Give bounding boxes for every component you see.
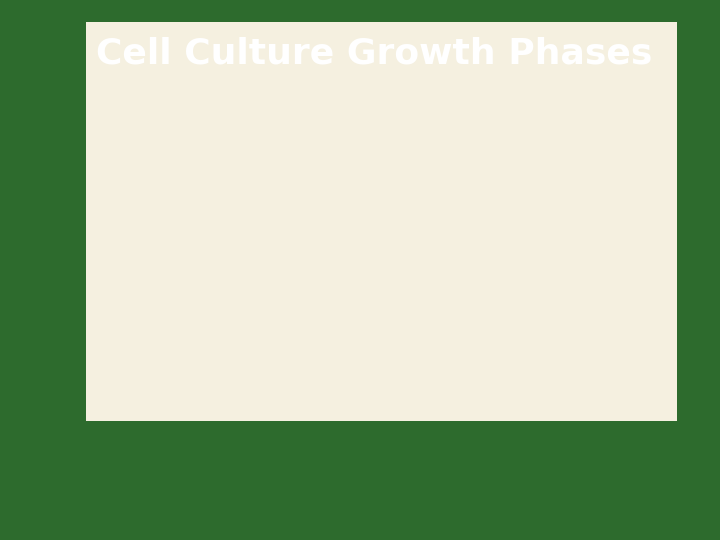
X-axis label: Duration: Duration — [383, 403, 438, 416]
Y-axis label: Viable Cell Concentration (x 10⁻⁵ cels/mL): Viable Cell Concentration (x 10⁻⁵ cels/m… — [117, 92, 130, 356]
Text: Log: Log — [374, 223, 405, 238]
Title: Production Bioreactor Viable Cell Concentration: Production Bioreactor Viable Cell Concen… — [261, 55, 559, 68]
Text: plateau: plateau — [497, 87, 549, 101]
Text: Lag: Lag — [287, 332, 318, 347]
Text: Cell Culture Growth Phases: Cell Culture Growth Phases — [96, 37, 652, 71]
Text: death: death — [576, 176, 616, 190]
